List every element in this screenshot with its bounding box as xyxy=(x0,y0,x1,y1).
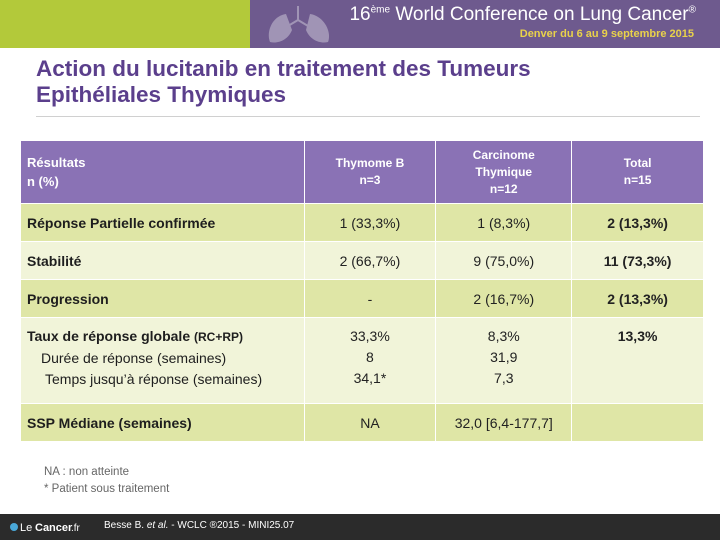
header-col2-line2: Thymique xyxy=(475,164,533,179)
header-col2-line1: Carcinome xyxy=(472,147,535,162)
header-label-line1: Résultats xyxy=(27,155,86,170)
cell-carcinome: 9 (75,0%) xyxy=(435,241,573,280)
logo-main: Cancer xyxy=(35,522,73,534)
cell-line: 34,1* xyxy=(353,370,387,386)
slide-title: Action du lucitanib en traitement des Tu… xyxy=(36,56,676,108)
header-col1-line1: Thymome B xyxy=(335,156,405,170)
footer-reference: Besse B. et al. - WCLC ®2015 - MINI25.07 xyxy=(104,520,294,531)
header-thymome-b: Thymome B n=3 xyxy=(303,140,437,204)
cell-thymome-b: - xyxy=(303,279,437,318)
header-label-cell: Résultats n (%) xyxy=(20,140,305,204)
conference-banner-purple xyxy=(250,0,720,48)
cell-total: 11 (73,3%) xyxy=(571,241,704,280)
table-row-stability: Stabilité 2 (66,7%) 9 (75,0%) 11 (73,3%) xyxy=(20,241,704,280)
footer-bar: Le Cancer .fr Besse B. et al. - WCLC ®20… xyxy=(0,514,720,540)
cell-total: 13,3% xyxy=(571,317,704,404)
cell-thymome-b: 1 (33,3%) xyxy=(303,203,437,242)
table-row-partial-response: Réponse Partielle confirmée 1 (33,3%) 1 … xyxy=(20,203,704,242)
cell-total: 2 (13,3%) xyxy=(571,279,704,318)
results-table: Résultats n (%) Thymome B n=3 Carcinome … xyxy=(20,140,704,442)
time-to-response-label: Temps jusqu’à réponse (semaines) xyxy=(45,371,263,387)
footnote-patient: * Patient sous traitement xyxy=(44,483,170,495)
table-row-response-rate: Taux de réponse globale (RC+RP) Durée de… xyxy=(20,317,704,404)
lecancer-logo: Le Cancer .fr xyxy=(10,522,81,534)
cell-thymome-b: 33,3% 8 34,1* xyxy=(303,317,437,404)
table-row-progression: Progression - 2 (16,7%) 2 (13,3%) xyxy=(20,279,704,318)
cell-total xyxy=(571,403,704,442)
cell-thymome-b: NA xyxy=(303,403,437,442)
response-rate-suffix: (RC+RP) xyxy=(194,330,244,344)
cell-carcinome: 8,3% 31,9 7,3 xyxy=(435,317,573,404)
response-rate-label: Taux de réponse globale xyxy=(27,328,191,344)
row-label-response-rate: Taux de réponse globale (RC+RP) Durée de… xyxy=(20,317,305,404)
slide-title-line1: Action du lucitanib en traitement des Tu… xyxy=(36,56,531,81)
cell-line: 8 xyxy=(366,349,374,365)
header-col3-line2: n=15 xyxy=(623,173,652,187)
table-row-pfs: SSP Médiane (semaines) NA 32,0 [6,4-177,… xyxy=(20,403,704,442)
cell-thymome-b: 2 (66,7%) xyxy=(303,241,437,280)
cell-carcinome: 2 (16,7%) xyxy=(435,279,573,318)
conference-dates: Denver du 6 au 9 septembre 2015 xyxy=(519,28,694,40)
header-total: Total n=15 xyxy=(571,140,704,204)
header-col3-line1: Total xyxy=(623,156,652,170)
response-duration-label: Durée de réponse (semaines) xyxy=(41,350,227,366)
cell-carcinome: 32,0 [6,4-177,7] xyxy=(435,403,573,442)
row-label: Stabilité xyxy=(20,241,305,280)
reference-etal: et al. xyxy=(146,520,169,531)
reference-rest: - WCLC ®2015 - MINI25.07 xyxy=(168,520,295,531)
logo-prefix: Le xyxy=(20,522,32,534)
cell-line: 33,3% xyxy=(350,328,390,344)
header-label-line2: n (%) xyxy=(27,174,59,189)
cell-total: 2 (13,3%) xyxy=(571,203,704,242)
header-col2-line3: n=12 xyxy=(489,181,518,196)
cell-line: 31,9 xyxy=(490,349,518,365)
header-carcinome-thymique: Carcinome Thymique n=12 xyxy=(435,140,573,204)
table-header-row: Résultats n (%) Thymome B n=3 Carcinome … xyxy=(20,140,704,204)
logo-suffix: .fr xyxy=(71,523,81,534)
row-label: Réponse Partielle confirmée xyxy=(20,203,305,242)
header-col1-line2: n=3 xyxy=(359,173,381,187)
row-label: SSP Médiane (semaines) xyxy=(20,403,305,442)
footnote-na: NA : non atteinte xyxy=(44,466,130,478)
slide-title-line2: Epithéliales Thymiques xyxy=(36,82,287,107)
title-divider xyxy=(36,116,700,117)
cell-line: 7,3 xyxy=(494,370,514,386)
conference-title: 16ème World Conference on Lung Cancer® xyxy=(349,4,696,25)
cell-carcinome: 1 (8,3%) xyxy=(435,203,573,242)
lungs-icon xyxy=(268,6,330,43)
row-label: Progression xyxy=(20,279,305,318)
cell-line: 8,3% xyxy=(487,328,520,344)
reference-authors: Besse B. xyxy=(104,520,147,531)
